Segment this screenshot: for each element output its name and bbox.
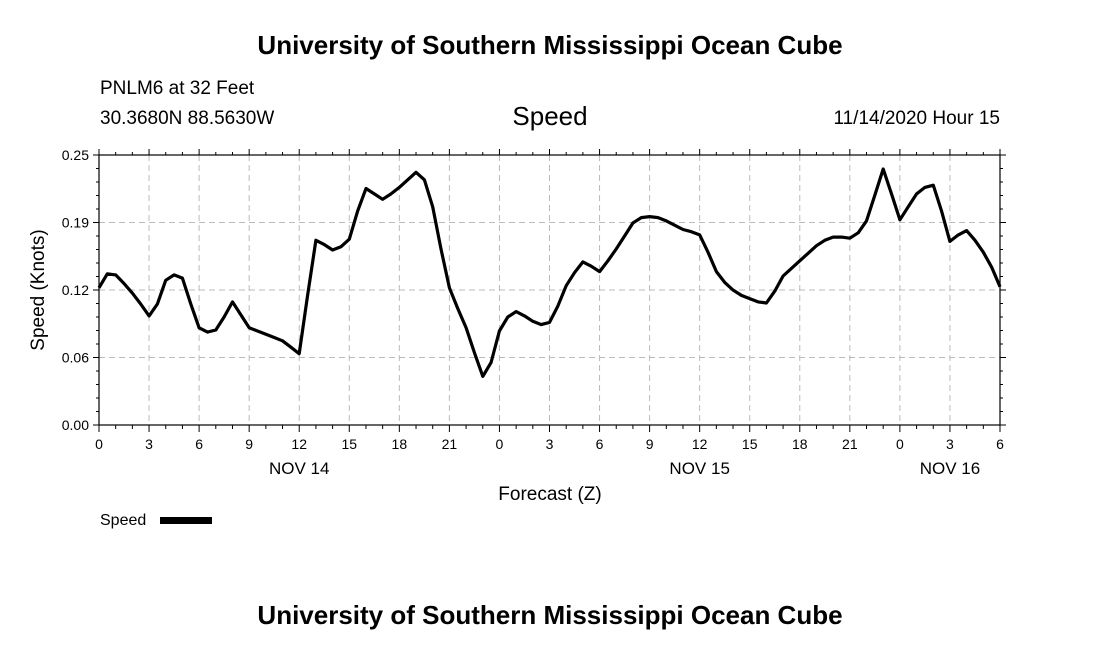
y-axis-ticks: 0.00 0.06 0.12 0.19 0.25 [62, 147, 1006, 433]
speed-series-line [97, 167, 1002, 378]
page-title: University of Southern Mississippi Ocean… [257, 30, 842, 60]
y-tick-label: 0.12 [62, 282, 89, 298]
datetime-label: 11/14/2020 Hour 15 [833, 108, 1000, 129]
x-tick-label: 0 [496, 436, 504, 452]
x-tick-label: 21 [842, 436, 858, 452]
station-label: PNLM6 at 32 Feet [100, 78, 255, 99]
day-label: NOV 14 [269, 459, 329, 478]
day-labels: NOV 14 NOV 15 NOV 16 [269, 459, 980, 478]
x-tick-label: 3 [946, 436, 954, 452]
legend-swatch [160, 517, 212, 524]
y-tick-label: 0.06 [62, 350, 89, 366]
x-tick-label: 21 [442, 436, 458, 452]
grid [99, 155, 1000, 425]
x-tick-label: 9 [646, 436, 654, 452]
x-tick-label: 6 [195, 436, 203, 452]
x-tick-label: 3 [145, 436, 153, 452]
x-tick-label: 12 [291, 436, 307, 452]
y-tick-label: 0.19 [62, 215, 89, 231]
x-tick-label: 0 [95, 436, 103, 452]
x-tick-label: 0 [896, 436, 904, 452]
x-axis-ticks: 0 3 6 9 12 15 18 21 0 3 6 9 12 15 18 21 0 3 6 [95, 149, 1004, 452]
day-label: NOV 15 [669, 459, 729, 478]
day-label: NOV 16 [920, 459, 980, 478]
chart-title: Speed [512, 101, 587, 131]
x-tick-label: 18 [392, 436, 408, 452]
legend-label: Speed [100, 512, 146, 529]
x-tick-label: 15 [742, 436, 758, 452]
x-tick-label: 6 [596, 436, 604, 452]
x-tick-label: 3 [546, 436, 554, 452]
x-tick-label: 12 [692, 436, 708, 452]
x-tick-label: 6 [996, 436, 1004, 452]
x-axis-label: Forecast (Z) [498, 484, 601, 505]
x-tick-label: 9 [245, 436, 253, 452]
footer-title: University of Southern Mississippi Ocean… [257, 600, 842, 630]
location-label: 30.3680N 88.5630W [100, 108, 274, 129]
y-axis-label: Speed (Knots) [28, 229, 49, 350]
y-tick-label: 0.25 [62, 147, 89, 163]
y-tick-label: 0.00 [62, 417, 89, 433]
x-tick-label: 18 [792, 436, 808, 452]
x-tick-label: 15 [341, 436, 357, 452]
